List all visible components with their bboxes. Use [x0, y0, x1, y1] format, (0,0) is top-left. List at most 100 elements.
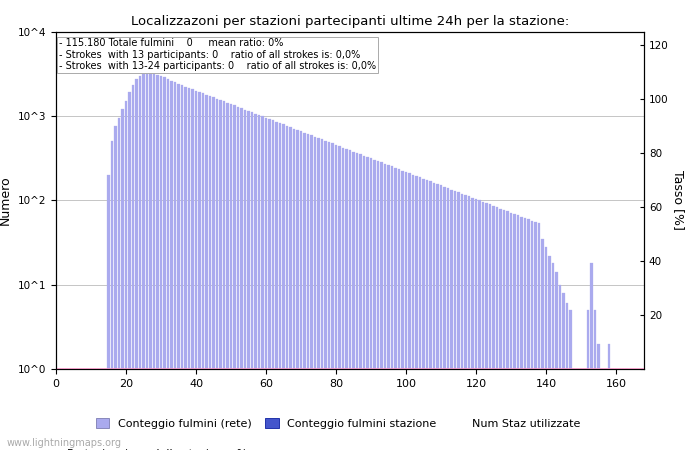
Bar [100, 369, 103, 450]
Bar [401, 171, 404, 450]
Bar [142, 74, 145, 450]
Bar [587, 310, 589, 450]
Bar [615, 369, 617, 450]
Bar [139, 76, 141, 450]
Bar [541, 238, 544, 450]
Bar [559, 284, 561, 450]
Bar [296, 130, 299, 450]
Bar [90, 369, 92, 450]
Bar [503, 210, 505, 450]
Bar [191, 89, 194, 450]
Bar [219, 100, 222, 450]
Bar [93, 369, 96, 450]
Bar [146, 73, 148, 450]
Bar [135, 80, 138, 450]
Legend: Partecipazione della stazione  %: Partecipazione della stazione % [41, 449, 247, 450]
Y-axis label: Tasso [%]: Tasso [%] [672, 170, 685, 230]
Bar [419, 177, 421, 450]
Bar [464, 195, 467, 450]
Bar [429, 181, 432, 450]
Bar [188, 88, 190, 450]
Bar [118, 118, 120, 450]
Title: Localizzazoni per stazioni partecipanti ultime 24h per la stazione:: Localizzazoni per stazioni partecipanti … [131, 14, 569, 27]
Bar [58, 369, 61, 450]
Bar [237, 107, 239, 450]
Bar [261, 117, 264, 450]
Bar [86, 369, 89, 450]
Bar [104, 369, 106, 450]
Bar [538, 224, 540, 450]
Bar [545, 247, 547, 450]
Bar [279, 123, 281, 450]
Bar [426, 180, 428, 450]
Bar [163, 77, 166, 450]
Bar [177, 84, 180, 450]
Bar [482, 202, 484, 450]
Bar [111, 141, 113, 450]
Bar [562, 293, 565, 450]
Bar [478, 200, 481, 450]
Bar [569, 310, 572, 450]
Bar [363, 156, 365, 450]
Bar [317, 138, 320, 450]
Text: www.lightningmaps.org: www.lightningmaps.org [7, 438, 122, 448]
Bar [492, 206, 495, 450]
Bar [310, 135, 313, 450]
Bar [517, 215, 519, 450]
Bar [212, 97, 215, 450]
Text: - 115.180 Totale fulmini    0     mean ratio: 0%
- Strokes  with 13 participants: - 115.180 Totale fulmini 0 mean ratio: 0… [59, 38, 376, 72]
Bar [62, 369, 64, 450]
Bar [230, 104, 232, 450]
Bar [450, 189, 453, 450]
Bar [258, 115, 260, 450]
Bar [485, 203, 488, 450]
Bar [76, 369, 78, 450]
Bar [286, 126, 288, 450]
Bar [205, 94, 208, 450]
Bar [226, 103, 229, 450]
Bar [380, 162, 383, 450]
Bar [128, 92, 131, 450]
Bar [366, 157, 369, 450]
Bar [506, 211, 509, 450]
Bar [331, 144, 334, 450]
Bar [156, 75, 159, 450]
Bar [391, 166, 393, 450]
Bar [240, 108, 243, 450]
Bar [373, 160, 376, 450]
Bar [335, 145, 337, 450]
Bar [499, 208, 502, 450]
Bar [69, 369, 71, 450]
Y-axis label: Numero: Numero [0, 176, 12, 225]
Bar [566, 303, 568, 450]
Bar [233, 105, 236, 450]
Bar [72, 369, 75, 450]
Bar [265, 118, 267, 450]
Bar [251, 112, 253, 450]
Bar [114, 126, 117, 450]
Bar [608, 344, 610, 450]
Bar [597, 344, 600, 450]
Bar [338, 146, 341, 450]
Bar [433, 183, 435, 450]
Bar [174, 82, 176, 450]
Bar [97, 369, 99, 450]
Bar [254, 113, 257, 450]
Bar [160, 76, 162, 450]
Bar [601, 369, 603, 450]
Bar [328, 142, 330, 450]
Bar [618, 369, 621, 450]
Bar [184, 86, 187, 450]
Bar [398, 169, 400, 450]
Bar [510, 212, 512, 450]
Bar [247, 111, 250, 450]
Bar [496, 207, 498, 450]
Bar [527, 220, 530, 450]
Bar [275, 122, 278, 450]
Bar [345, 149, 348, 450]
Bar [377, 161, 379, 450]
Bar [356, 153, 358, 450]
Bar [531, 221, 533, 450]
Bar [415, 176, 418, 450]
Bar [384, 164, 386, 450]
